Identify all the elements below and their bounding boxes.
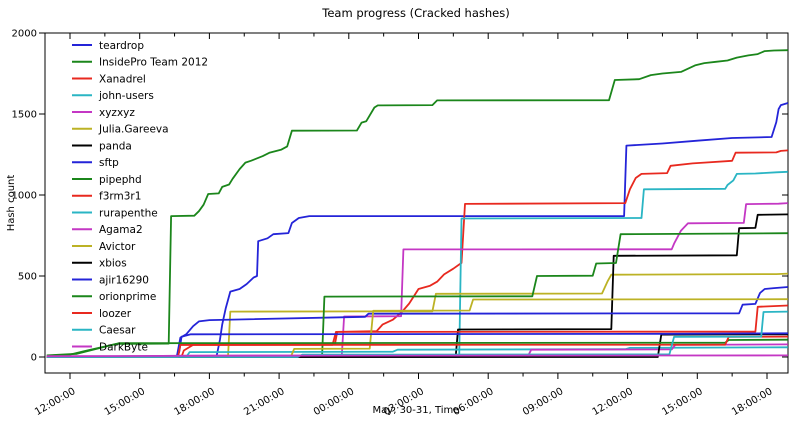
- legend-label: xyzxyz: [99, 107, 135, 119]
- legend-label: Agama2: [99, 224, 143, 236]
- legend-item: panda: [72, 140, 132, 152]
- legend-item: john-users: [72, 90, 154, 102]
- legend-label: panda: [99, 140, 132, 152]
- legend-label: teardrop: [99, 40, 144, 52]
- legend-item: rurapenthe: [72, 207, 158, 219]
- series-line-john-users: [46, 170, 788, 358]
- series-lines: [46, 49, 789, 358]
- legend-label: Avictor: [99, 241, 136, 253]
- chart-title: Team progress (Cracked hashes): [321, 6, 509, 20]
- y-tick-label: 0: [31, 353, 37, 364]
- x-tick-label: 18:00:00: [172, 386, 216, 418]
- legend-label: xbios: [99, 258, 127, 270]
- y-axis-ticks: 0 500 1000 1500 2000: [12, 29, 788, 364]
- x-tick-label: 09:00:00: [521, 386, 565, 418]
- series-line-teardrop: [46, 102, 789, 358]
- x-tick-label: 21:00:00: [242, 386, 286, 418]
- legend-label: pipephd: [99, 174, 142, 186]
- legend-item: InsidePro Team 2012: [72, 57, 208, 69]
- legend-item: Julia.Gareeva: [72, 124, 169, 136]
- y-tick-label: 1000: [12, 191, 37, 202]
- series-line-sftp: [46, 286, 788, 358]
- plot-frame: [44, 32, 789, 374]
- y-tick-label: 2000: [12, 29, 37, 40]
- legend-item: teardrop: [72, 40, 144, 52]
- y-axis-label: Hash count: [6, 175, 17, 232]
- legend-item: Agama2: [72, 224, 143, 236]
- series-line-insidepro-team-2012: [46, 49, 788, 357]
- x-tick-label: 15:00:00: [103, 386, 147, 418]
- legend-label: rurapenthe: [99, 207, 158, 219]
- legend-item: pipephd: [72, 174, 142, 186]
- y-tick-label: 500: [18, 272, 37, 283]
- legend-item: f3rm3r1: [72, 191, 141, 203]
- x-tick-label: 18:00:00: [730, 386, 774, 418]
- series-line-pipephd: [46, 232, 788, 358]
- legend-item: xyzxyz: [72, 107, 135, 119]
- legend-item: ajir16290: [72, 274, 149, 286]
- legend-item: DarkByte: [72, 341, 148, 353]
- legend-label: f3rm3r1: [99, 191, 141, 203]
- legend-label: john-users: [98, 90, 154, 102]
- legend-item: Xanadrel: [72, 73, 146, 85]
- series-line-panda: [46, 213, 788, 358]
- legend-item: Avictor: [72, 241, 136, 253]
- legend-label: Julia.Gareeva: [98, 124, 169, 136]
- series-line-darkbyte: [46, 354, 788, 358]
- series-line-caesar: [46, 310, 788, 358]
- legend: teardrop InsidePro Team 2012 Xanadrel john-…: [72, 40, 208, 353]
- series-line-orionprime: [46, 338, 788, 357]
- legend-label: InsidePro Team 2012: [99, 57, 208, 69]
- x-tick-label: 12:00:00: [33, 386, 77, 418]
- legend-item: sftp: [72, 157, 119, 169]
- legend-item: orionprime: [72, 291, 156, 303]
- x-axis-label: May, 30-31, Time: [373, 405, 460, 416]
- y-tick-label: 1500: [12, 110, 37, 121]
- legend-label: Caesar: [99, 325, 136, 337]
- legend-item: loozer: [72, 308, 132, 320]
- legend-item: Caesar: [72, 325, 136, 337]
- legend-label: loozer: [99, 308, 132, 320]
- x-tick-label: 15:00:00: [660, 386, 704, 418]
- legend-label: Xanadrel: [99, 73, 146, 85]
- legend-label: sftp: [99, 157, 119, 169]
- legend-label: DarkByte: [99, 341, 148, 353]
- legend-item: xbios: [72, 258, 127, 270]
- x-tick-label: 12:00:00: [591, 386, 635, 418]
- legend-label: ajir16290: [99, 274, 149, 286]
- series-line-xanadrel: [46, 149, 788, 358]
- legend-label: orionprime: [99, 291, 156, 303]
- x-tick-label: 00:00:00: [312, 386, 356, 418]
